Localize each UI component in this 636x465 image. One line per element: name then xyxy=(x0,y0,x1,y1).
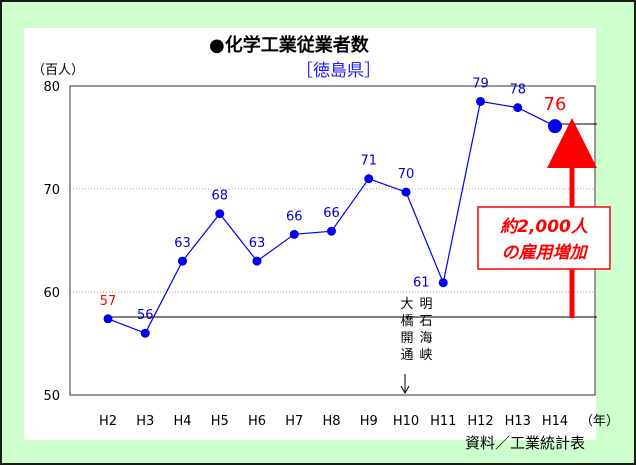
data-label: 76 xyxy=(544,94,567,115)
x-tick-label: H3 xyxy=(136,414,154,429)
x-tick-label: H7 xyxy=(285,414,303,429)
chart-title: ●化学工業従業者数 xyxy=(209,34,370,56)
bridge-label-left: 大橋開通 xyxy=(400,297,413,363)
data-point xyxy=(364,174,374,184)
data-point xyxy=(476,96,485,106)
x-tick-label: H2 xyxy=(99,414,117,429)
data-point xyxy=(548,119,562,134)
bridge-label-right: 明石海峡 xyxy=(419,297,432,363)
data-label: 57 xyxy=(100,294,117,309)
data-point xyxy=(178,256,187,266)
bridge-opening-annotation: 大橋開通 明石海峡 xyxy=(400,297,433,395)
x-tick-label: H13 xyxy=(505,414,531,429)
data-label: 63 xyxy=(249,236,266,251)
data-point xyxy=(401,187,411,197)
data-label: 66 xyxy=(323,206,340,221)
data-point xyxy=(103,314,113,324)
increase-text-line2: の雇用増加 xyxy=(502,243,589,263)
y-tick-label: 80 xyxy=(43,80,60,95)
increase-callout: 約2,000人 の雇用増加 xyxy=(477,206,611,270)
x-tick-label: H8 xyxy=(322,414,340,429)
y-tick-label: 50 xyxy=(43,389,60,404)
x-tick-label: H6 xyxy=(248,414,266,429)
data-point xyxy=(215,209,225,219)
chart-subtitle: ［徳島県］ xyxy=(296,61,381,81)
data-label: 70 xyxy=(398,167,415,182)
x-axis-unit: （年） xyxy=(580,414,619,429)
x-tick-label: H10 xyxy=(393,414,419,429)
data-label: 63 xyxy=(174,236,191,251)
data-point xyxy=(252,256,262,266)
data-point xyxy=(140,328,150,338)
data-label: 68 xyxy=(211,189,228,204)
source-note: 資料／工業統計表 xyxy=(465,434,585,452)
data-label: 56 xyxy=(137,308,154,323)
data-label: 79 xyxy=(472,76,489,91)
y-tick-label: 60 xyxy=(43,286,60,301)
x-tick-label: H14 xyxy=(542,414,568,429)
data-point xyxy=(438,278,448,288)
y-tick-label: 70 xyxy=(43,183,60,198)
y-axis-unit: （百人） xyxy=(32,63,84,78)
x-tick-label: H4 xyxy=(173,414,191,429)
increase-text-line1: 約2,000人 xyxy=(500,217,589,237)
data-label: 61 xyxy=(413,276,430,291)
x-tick-label: H5 xyxy=(211,414,229,429)
data-point xyxy=(289,229,299,239)
bridge-arrowhead xyxy=(400,385,410,395)
data-label: 78 xyxy=(509,83,526,98)
x-tick-label: H12 xyxy=(467,414,493,429)
x-tick-label: H11 xyxy=(430,414,456,429)
x-tick-label: H9 xyxy=(360,414,378,429)
data-label: 71 xyxy=(360,154,377,169)
data-label: 66 xyxy=(286,209,303,224)
data-point xyxy=(327,226,336,236)
data-point xyxy=(513,103,523,113)
